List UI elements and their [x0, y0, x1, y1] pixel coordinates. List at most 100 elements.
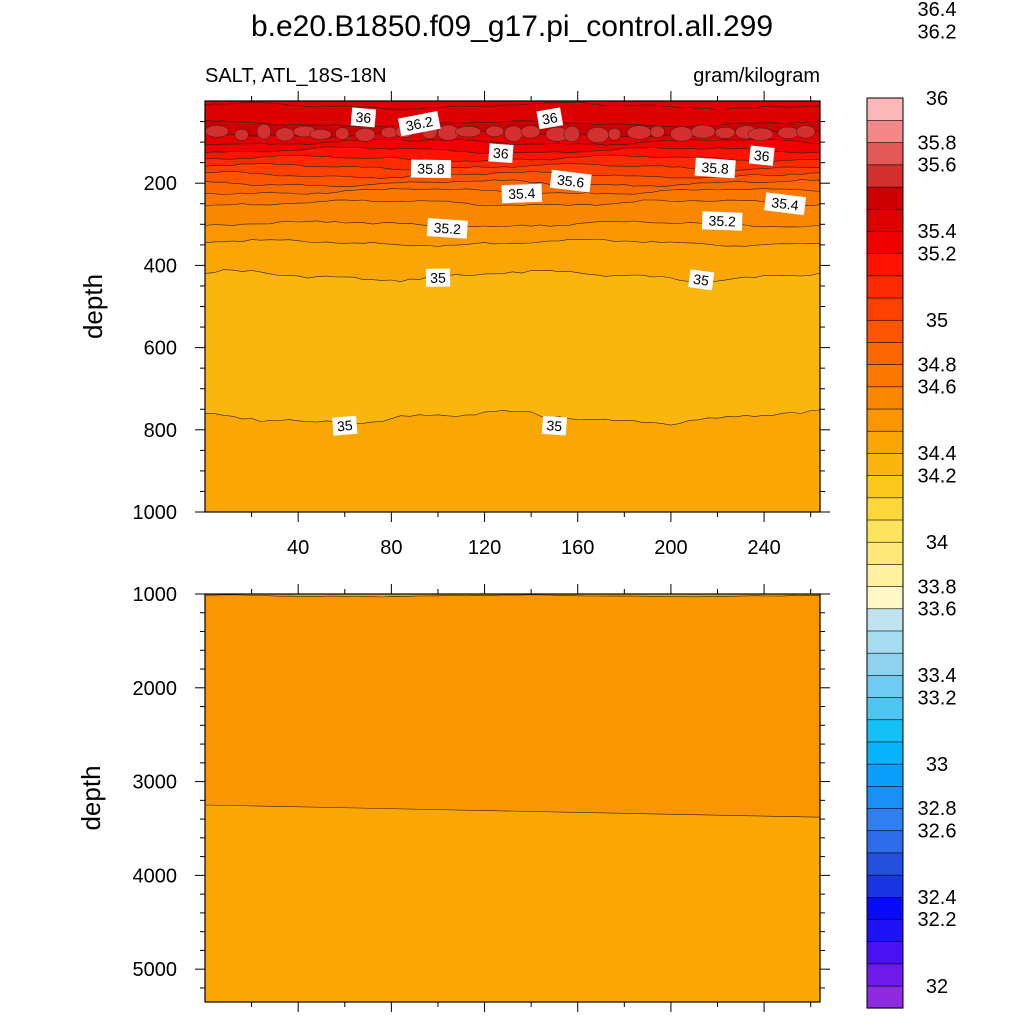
colorbar-swatch: [866, 364, 904, 388]
salinity-patch: [205, 125, 229, 138]
colorbar-swatch: [866, 807, 904, 832]
contour-label-box: [501, 183, 543, 204]
colorbar-label: 35.8: [918, 132, 957, 154]
contour-label-text: 35.8: [417, 161, 445, 177]
colorbar-swatch: [866, 741, 904, 765]
colorbar-label: 36.4: [918, 0, 957, 21]
colorbar-label: 35.6: [918, 155, 957, 177]
colorbar-label: 33.2: [918, 687, 957, 709]
colorbar-swatch: [866, 497, 904, 521]
y-tick-label: 4000: [133, 865, 178, 887]
colorbar-label: 33.8: [918, 576, 957, 598]
colorbar-swatch: [866, 519, 904, 543]
lower-contour-fill: [205, 594, 820, 1002]
x-tick-label: 200: [654, 537, 687, 559]
contour-label: 36: [488, 143, 514, 164]
contour-label-box: [425, 268, 451, 287]
lower-plot-frame: [204, 593, 821, 1003]
salinity-patch: [504, 125, 523, 142]
salinity-patch: [520, 125, 541, 139]
lower-panel: 1000 2000 3000 4000 5000 depth: [76, 584, 830, 1012]
contour-label: 36: [748, 145, 775, 166]
colorbar-swatch: [866, 253, 904, 277]
colorbar-label: 32.2: [918, 909, 957, 931]
y-tick-label: 5000: [133, 959, 178, 981]
contour-label: 35.8: [410, 159, 452, 179]
colorbar-swatch: [866, 208, 904, 232]
contour-label-box: [748, 145, 775, 166]
colorbar-label: 33.6: [918, 599, 957, 621]
y-tick-label: 600: [144, 338, 177, 360]
colorbar-swatch: [866, 230, 904, 254]
contour-label-text: 36: [541, 109, 559, 127]
salinity-patch: [795, 125, 816, 139]
colorbar-swatch: [866, 830, 904, 854]
contour-label-box: [397, 110, 441, 137]
salinity-patch: [777, 126, 799, 139]
contour-label-text: 35.4: [771, 194, 800, 213]
colorbar-swatch: [866, 719, 904, 743]
colorbar-swatch: [866, 896, 904, 920]
contour-label-box: [701, 211, 743, 231]
colorbar-swatch: [866, 386, 904, 410]
contour-label-box: [332, 415, 358, 436]
colorbar-swatch: [866, 475, 904, 499]
contour-label: 35.4: [501, 183, 543, 204]
salinity-patch: [275, 127, 295, 142]
colorbar-swatch: [866, 941, 904, 965]
salinity-patch: [690, 124, 716, 139]
y-tick-label: 200: [144, 173, 177, 195]
salinity-band: [205, 409, 820, 512]
contour-label-box: [764, 192, 807, 216]
contour-label: 35: [425, 268, 451, 287]
colorbar-swatch: [866, 164, 904, 188]
colorbar-swatch: [866, 341, 904, 365]
colorbar-swatch: [866, 674, 904, 698]
contour-label: 35.2: [426, 218, 468, 239]
colorbar-label: 33: [926, 754, 948, 776]
contour-label: 35: [541, 415, 567, 436]
y-tick-label: 800: [144, 420, 177, 442]
colorbar-swatch: [866, 652, 904, 676]
colorbar-swatch: [866, 608, 904, 632]
contour-label: 36: [350, 107, 377, 128]
colorbar-swatch: [866, 852, 904, 876]
contour-label: 35: [332, 415, 358, 436]
colorbar-swatch: [866, 785, 904, 809]
x-tick-label: 240: [747, 537, 780, 559]
salinity-patch: [454, 126, 482, 138]
x-tick-label: 40: [287, 537, 309, 559]
colorbar-swatch: [866, 452, 904, 476]
salinity-patch: [669, 126, 694, 142]
colorbar-swatch: [866, 585, 904, 610]
y-tick-label: 2000: [133, 678, 178, 700]
colorbar-swatch: [866, 918, 904, 943]
colorbar-swatch: [866, 275, 904, 299]
upper-contour-fill: [205, 101, 820, 512]
contour-label-box: [694, 157, 736, 179]
colorbar-label: 36: [926, 88, 948, 110]
colorbar-frame: [866, 97, 904, 1009]
salinity-patch: [607, 127, 622, 141]
colorbar-swatch: [866, 142, 904, 166]
colorbar-swatch: [866, 563, 904, 587]
colorbar-label: 36.2: [918, 21, 957, 43]
colorbar-label: 32.4: [918, 887, 957, 909]
colorbar-swatch: [866, 541, 904, 565]
contour-label-text: 36.2: [404, 113, 434, 134]
salinity-patch: [380, 126, 398, 139]
colorbar: 36.436.2 36 35.835.6 35.435.2 35 34.834.6 34.4…: [866, 0, 957, 1009]
contour-label-text: 36: [753, 147, 770, 165]
x-tick-label: 160: [561, 537, 594, 559]
colorbar-swatch: [866, 319, 904, 343]
contour-label-text: 35.2: [433, 219, 462, 237]
salinity-patch: [747, 127, 774, 141]
colorbar-swatch: [866, 119, 904, 143]
salinity-patch: [334, 127, 350, 140]
contour-label-text: 35: [546, 417, 563, 434]
colorbar-label: 34.8: [918, 354, 957, 376]
colorbar-swatch: [866, 874, 904, 898]
salinity-patch: [626, 125, 652, 140]
contour-label: 35: [688, 269, 715, 291]
salinity-patch: [256, 123, 272, 140]
